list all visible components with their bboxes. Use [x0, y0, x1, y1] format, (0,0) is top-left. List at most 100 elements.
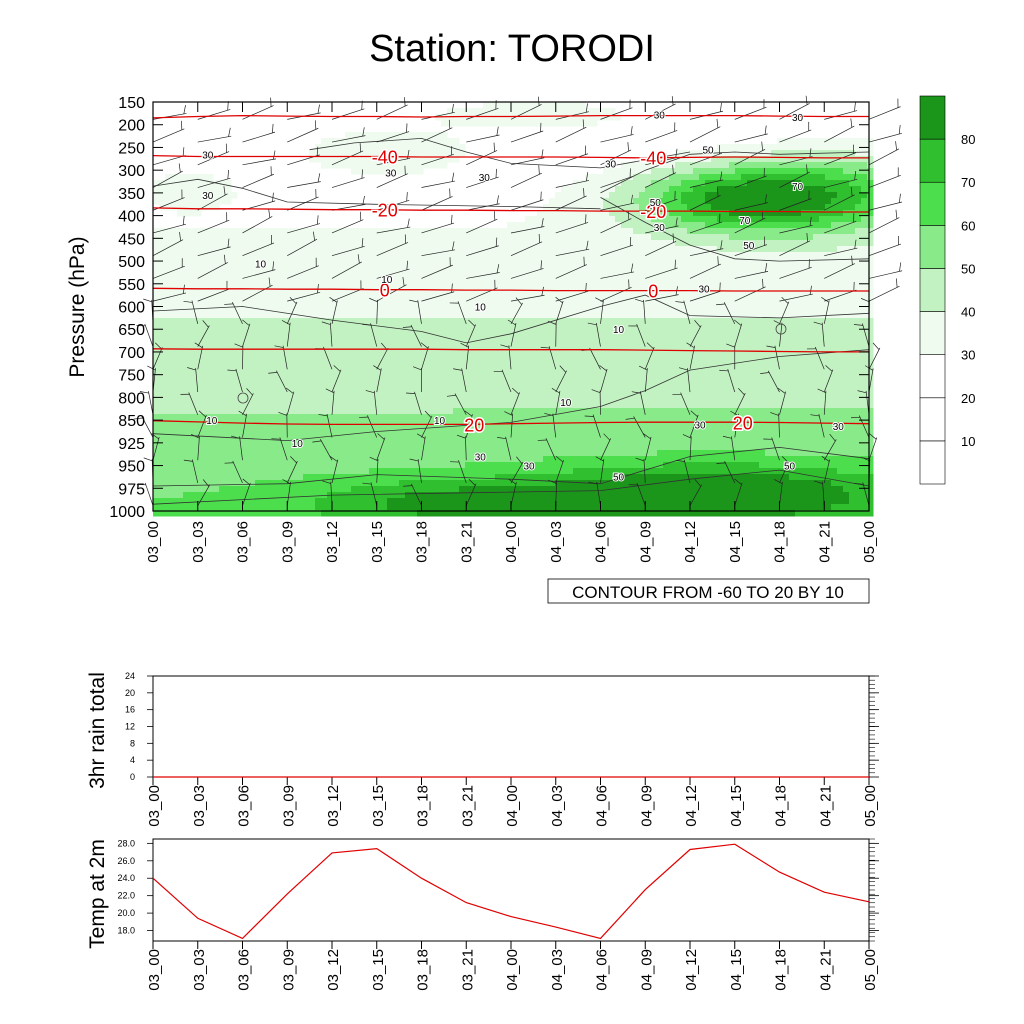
rh-cell: [315, 294, 322, 301]
rh-cell: [765, 270, 772, 277]
rh-cell: [585, 270, 592, 277]
rh-cell: [351, 132, 358, 139]
rh-cell: [567, 378, 574, 385]
rh-cell: [777, 204, 784, 211]
rh-cell: [363, 156, 370, 163]
rh-cell: [165, 336, 172, 343]
rh-cell: [843, 294, 850, 301]
rh-cell: [657, 264, 664, 271]
rh-cell: [657, 312, 664, 319]
rh-cell: [675, 156, 682, 163]
rh-cell: [597, 210, 604, 217]
rh-cell: [291, 294, 298, 301]
rh-cell: [789, 360, 796, 367]
rh-cell: [249, 372, 256, 379]
rh-cell: [759, 354, 766, 361]
rh-cell: [813, 390, 820, 397]
rh-cell: [459, 312, 466, 319]
rh-cell: [579, 336, 586, 343]
rh-cell: [807, 180, 814, 187]
rh-cell: [741, 174, 748, 181]
rh-cell: [219, 354, 226, 361]
rh-cell: [213, 288, 220, 295]
rh-cell: [483, 408, 490, 415]
rh-cell: [639, 192, 646, 199]
rh-cell: [687, 354, 694, 361]
rh-cell: [501, 402, 508, 409]
rh-cell: [417, 234, 424, 241]
rh-cell: [609, 378, 616, 385]
rh-cell: [669, 354, 676, 361]
rh-cell: [237, 300, 244, 307]
rh-cell: [159, 336, 166, 343]
rh-cell: [399, 360, 406, 367]
rh-cell: [813, 240, 820, 247]
rh-cell: [789, 300, 796, 307]
rh-cell: [429, 258, 436, 265]
rh-cell: [369, 234, 376, 241]
rh-cell: [717, 264, 724, 271]
rh-cell: [615, 240, 622, 247]
rh-cell: [813, 228, 820, 235]
rh-cell: [441, 396, 448, 403]
rh-cell: [699, 336, 706, 343]
rh-cell: [861, 222, 868, 229]
rh-cell: [249, 288, 256, 295]
rh-cell: [771, 294, 778, 301]
rh-cell: [687, 174, 694, 181]
rh-cell: [759, 204, 766, 211]
rh-cell: [159, 384, 166, 391]
rh-cell: [651, 360, 658, 367]
rh-cell: [459, 282, 466, 289]
rh-cell: [165, 288, 172, 295]
rh-cell: [387, 264, 394, 271]
rh-cell: [297, 294, 304, 301]
rh-cell: [699, 234, 706, 241]
rh-cell: [369, 330, 376, 337]
rh-cell: [615, 294, 622, 301]
rh-cell: [597, 246, 604, 253]
rh-cell: [639, 204, 646, 211]
rh-cell: [363, 288, 370, 295]
rh-cell: [219, 330, 226, 337]
rh-cell: [357, 330, 364, 337]
rh-cell: [831, 192, 838, 199]
rh-cell: [243, 342, 250, 349]
rh-cell: [567, 216, 574, 223]
rh-cell: [693, 396, 700, 403]
rh-cell: [687, 360, 694, 367]
rh-cell: [243, 312, 250, 319]
rh-cell: [273, 348, 280, 355]
rh-cell: [729, 378, 736, 385]
rh-cell: [423, 144, 430, 151]
rh-cell: [603, 186, 610, 193]
rh-cell: [735, 198, 742, 205]
rh-cell: [195, 390, 202, 397]
rh-cell: [381, 378, 388, 385]
rh-cell: [831, 360, 838, 367]
rh-cell: [399, 390, 406, 397]
rh-cell: [621, 348, 628, 355]
rh-cell: [729, 282, 736, 289]
rh-cell: [729, 414, 736, 421]
rh-cell: [525, 294, 532, 301]
rh-cell: [603, 354, 610, 361]
rh-cell: [243, 336, 250, 343]
rh-cell: [207, 348, 214, 355]
rh-cell: [603, 420, 610, 427]
rh-cell: [723, 240, 730, 247]
rh-cell: [567, 396, 574, 403]
rh-cell: [771, 390, 778, 397]
rh-cell: [801, 180, 808, 187]
rh-cell: [273, 426, 280, 433]
rh-cell: [309, 348, 316, 355]
rh-cell: [705, 174, 712, 181]
rh-cell: [267, 228, 274, 235]
rh-cell: [819, 138, 826, 145]
rh-cell: [375, 156, 382, 163]
rh-cell: [315, 336, 322, 343]
rh-cell: [723, 162, 730, 169]
rh-cell: [195, 180, 202, 187]
rh-cell: [675, 324, 682, 331]
rh-cell: [867, 222, 874, 229]
